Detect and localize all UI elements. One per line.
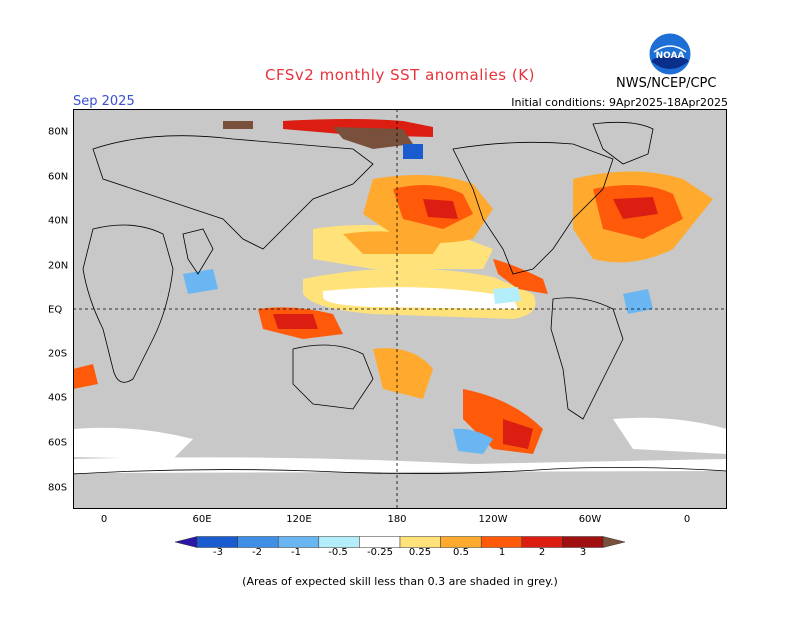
africa-outline: [82, 224, 174, 383]
colorbar-label: 1: [498, 547, 506, 558]
colorbar-label: 0.5: [453, 547, 469, 558]
colorbar-label: -2: [252, 547, 262, 558]
lat-tick: 20S: [48, 348, 68, 360]
forecast-month: Sep 2025: [73, 94, 135, 109]
colorbar-swatch: [399, 536, 441, 548]
colorbar-swatch: [359, 536, 401, 548]
eurasia-outline: [92, 135, 374, 250]
lon-tick: 120W: [478, 514, 508, 525]
colorbar-label: 2: [538, 547, 546, 558]
colorbar-swatch: [196, 536, 238, 548]
colorbar-swatch: [175, 536, 198, 548]
lat-tick: 80N: [48, 126, 69, 138]
colorbar-label: -3: [213, 547, 223, 558]
north-america-outline: [452, 141, 614, 275]
colorbar-swatch: [562, 536, 604, 548]
colorbar-label: -0.5: [328, 547, 348, 558]
lat-tick: 60N: [48, 171, 69, 183]
lon-tick: 0: [683, 514, 691, 525]
southern-ocean-white: [73, 427, 193, 459]
footnote: (Areas of expected skill less than 0.3 a…: [242, 575, 558, 588]
colorbar-label: -0.25: [367, 547, 393, 558]
initial-conditions: Initial conditions: 9Apr2025-18Apr2025: [511, 96, 728, 109]
colorbar-swatch: [440, 536, 482, 548]
lon-tick: 180: [387, 514, 407, 525]
antarctica-outline: [73, 467, 727, 475]
colorbar: [175, 536, 625, 548]
lat-tick: 40S: [48, 392, 68, 404]
australia-outline: [292, 344, 374, 410]
colorbar-swatch: [237, 536, 279, 548]
agency-label: NWS/NCEP/CPC: [616, 76, 717, 91]
colorbar-swatch: [602, 536, 625, 548]
colorbar-label: -1: [291, 547, 301, 558]
south-america-outline: [550, 297, 624, 420]
lat-tick: 60S: [48, 437, 68, 449]
equatorial-white-band: [323, 287, 518, 309]
lat-tick: 20N: [48, 260, 69, 272]
colorbar-swatch: [277, 536, 320, 548]
lat-tick: EQ: [48, 304, 63, 316]
colorbar-swatch: [521, 536, 563, 548]
noaa-logo-text: NOAA: [656, 51, 685, 61]
lon-tick: 60W: [578, 514, 602, 525]
lon-tick: 120E: [286, 514, 312, 525]
noaa-logo: NOAA: [648, 32, 692, 76]
lon-tick: 60E: [192, 514, 212, 525]
map-title: CFSv2 monthly SST anomalies (K): [265, 66, 535, 84]
continent-outlines: [73, 121, 727, 475]
colorbar-swatch: [318, 536, 360, 548]
colorbar-label: 0.25: [408, 547, 432, 558]
map-frame: [73, 109, 727, 509]
lat-tick: 80S: [48, 482, 68, 494]
lat-tick: 40N: [48, 215, 69, 227]
sst-anomaly-map: [73, 109, 727, 509]
lon-tick: 0: [100, 514, 108, 525]
colorbar-swatch: [480, 536, 523, 548]
colorbar-label: 3: [579, 547, 587, 558]
